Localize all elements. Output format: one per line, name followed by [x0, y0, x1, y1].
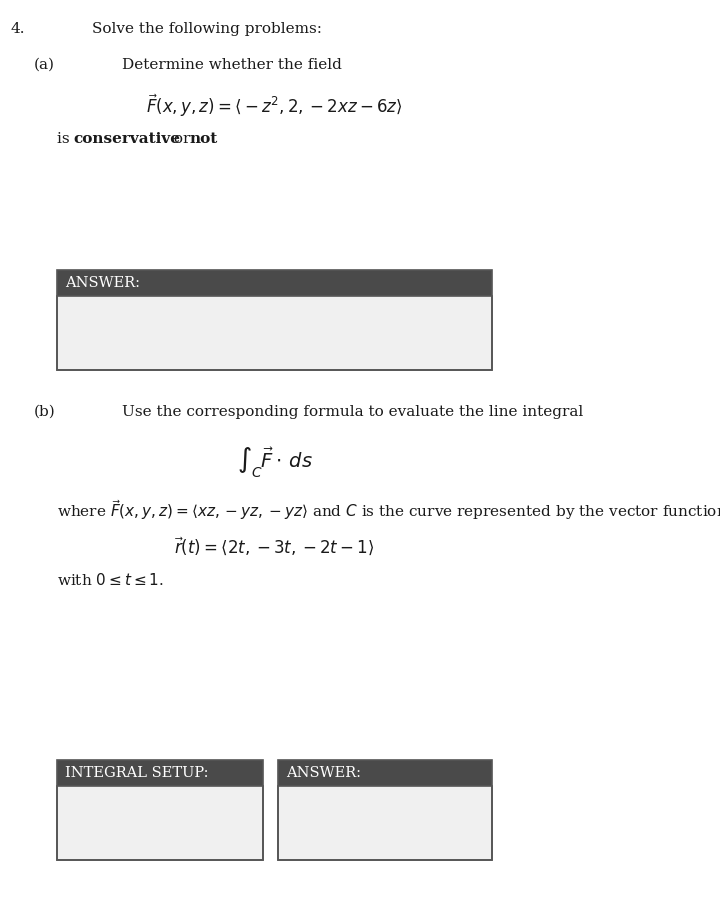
FancyBboxPatch shape	[279, 760, 492, 786]
Text: where $\vec{F}(x, y, z) = \langle xz, -yz, -yz \rangle$ and $C$ is the curve rep: where $\vec{F}(x, y, z) = \langle xz, -y…	[57, 498, 720, 522]
Text: Solve the following problems:: Solve the following problems:	[91, 22, 322, 36]
Text: $\vec{F}(x, y, z) = \langle -z^2, 2, -2xz - 6z \rangle$: $\vec{F}(x, y, z) = \langle -z^2, 2, -2x…	[146, 93, 403, 119]
Text: Use the corresponding formula to evaluate the line integral: Use the corresponding formula to evaluat…	[122, 405, 583, 419]
FancyBboxPatch shape	[279, 786, 492, 860]
FancyBboxPatch shape	[57, 760, 264, 786]
Text: .: .	[210, 132, 215, 146]
Text: INTEGRAL SETUP:: INTEGRAL SETUP:	[65, 766, 208, 780]
Text: 4.: 4.	[11, 22, 25, 36]
Text: ANSWER:: ANSWER:	[65, 276, 140, 290]
Text: conservative: conservative	[73, 132, 180, 146]
Text: is: is	[57, 132, 75, 146]
Text: or: or	[169, 132, 196, 146]
Text: not: not	[190, 132, 218, 146]
Text: (a): (a)	[34, 58, 55, 72]
FancyBboxPatch shape	[57, 296, 492, 370]
Text: Determine whether the field: Determine whether the field	[122, 58, 342, 72]
FancyBboxPatch shape	[57, 786, 264, 860]
Text: $\int_C \vec{F} \cdot\, ds$: $\int_C \vec{F} \cdot\, ds$	[237, 445, 312, 480]
Text: (b): (b)	[34, 405, 55, 419]
Text: ANSWER:: ANSWER:	[286, 766, 361, 780]
FancyBboxPatch shape	[57, 270, 492, 296]
Text: $\vec{r}(t) = \langle 2t, -3t, -2t - 1 \rangle$: $\vec{r}(t) = \langle 2t, -3t, -2t - 1 \…	[174, 535, 375, 557]
Text: with $0 \leq t \leq 1$.: with $0 \leq t \leq 1$.	[57, 572, 164, 588]
